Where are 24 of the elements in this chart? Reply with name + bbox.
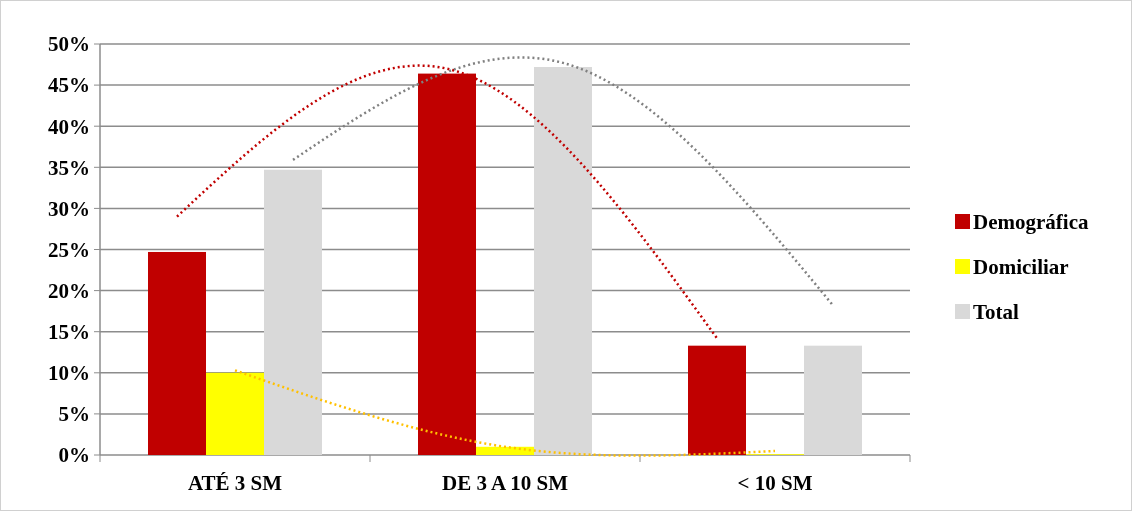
bar [264,169,322,455]
bar [534,67,592,455]
y-tick-label: 0% [58,443,90,468]
bar [206,372,264,455]
bar [688,345,746,455]
x-tick-label: DE 3 A 10 SM [441,471,569,495]
y-tick-label: 10% [48,361,90,386]
y-tick-label: 20% [48,278,90,303]
y-tick-label: 40% [48,114,90,139]
x-tick-label: < 10 SM [737,471,813,495]
bar [148,251,206,455]
x-tick-label: ATÉ 3 SM [187,471,283,495]
y-tick-label: 15% [48,320,90,345]
y-tick-label: 45% [48,73,90,98]
y-tick-label: 30% [48,196,90,221]
legend-label: Demográfica [973,210,1089,235]
legend-label: Domiciliar [973,255,1069,280]
bar [804,345,862,455]
legend-label: Total [973,300,1020,325]
y-tick-label: 25% [48,237,90,262]
y-tick-label: 5% [58,402,90,427]
bar [476,446,534,455]
y-tick-label: 35% [48,155,90,180]
y-tick-label: 50% [48,32,90,57]
